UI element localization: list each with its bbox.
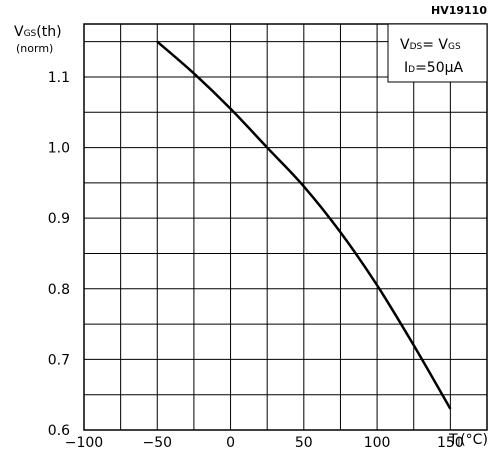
x-tick-label: 150	[437, 435, 464, 451]
figure-reference: HV19110	[431, 4, 487, 17]
y-tick-label: 1.0	[48, 141, 70, 157]
tick-labels: −100 −50 0 50 100 150 0.6 0.7 0.8 0.9 1.0 1.1	[48, 70, 464, 451]
x-tick-label: −50	[142, 435, 172, 451]
grid	[84, 24, 487, 430]
x-tick-label: −100	[65, 435, 103, 451]
x-tick-label: 0	[226, 435, 235, 451]
condition-id: ID=50µA	[404, 60, 464, 76]
series-line	[156, 40, 452, 410]
condition-vds: VDS= VGS	[400, 37, 461, 53]
y-axis-label-line2: (norm)	[16, 42, 53, 55]
y-tick-label: 0.9	[48, 211, 70, 227]
x-tick-label: 100	[364, 435, 391, 451]
y-tick-label: 0.8	[48, 282, 70, 298]
y-tick-label: 0.6	[48, 423, 70, 439]
x-axis-label: TJ(°C)	[448, 432, 488, 448]
y-tick-label: 0.7	[48, 352, 70, 368]
x-tick-label: 50	[295, 435, 313, 451]
plot-frame	[83, 23, 488, 431]
y-axis-label: VGS(th)	[14, 24, 62, 40]
conditions-box	[387, 23, 488, 83]
y-tick-label: 1.1	[48, 70, 70, 86]
